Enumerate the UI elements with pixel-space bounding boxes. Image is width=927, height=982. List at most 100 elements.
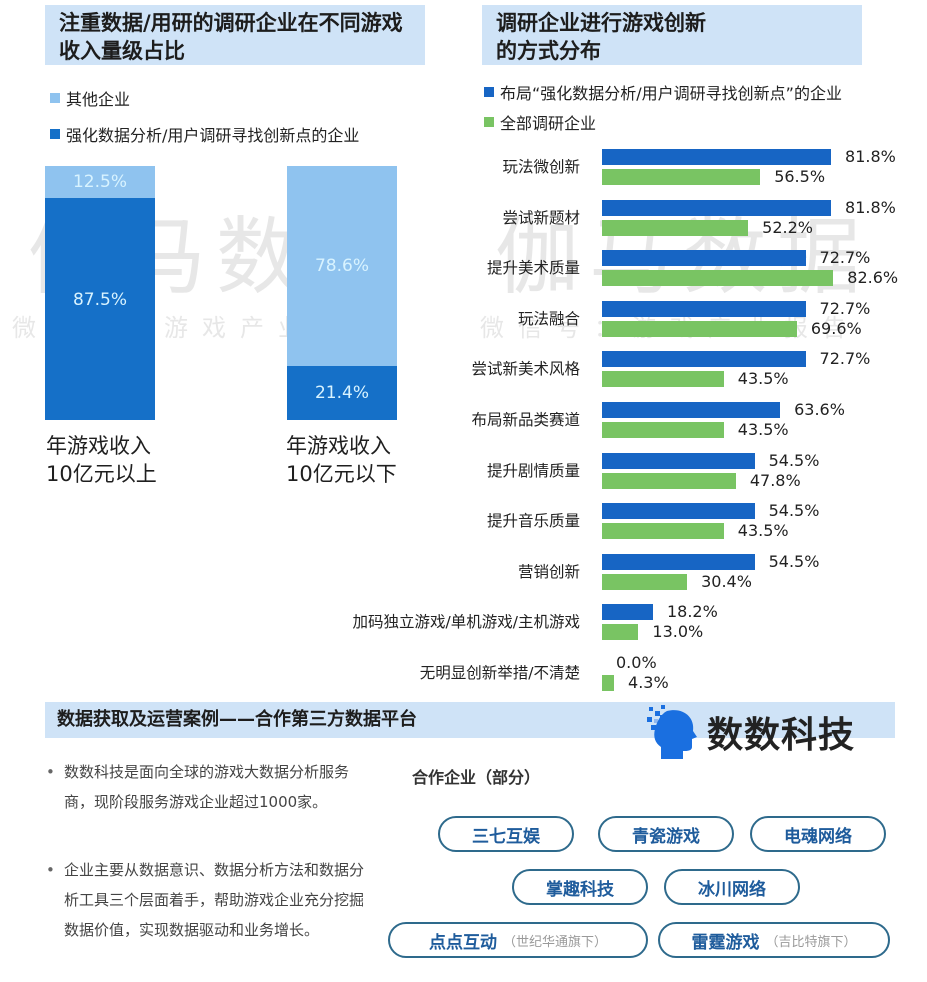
hbar-row: 无明显创新举措/不清楚 0.0% 4.3% bbox=[300, 652, 920, 696]
hbar-row: 提升美术质量 72.7% 82.6% bbox=[300, 247, 920, 291]
hbar-row: 布局新品类赛道 63.6% 43.5% bbox=[300, 399, 920, 443]
partner-pill: 雷霆游戏 （吉比特旗下） bbox=[658, 922, 890, 958]
right-chart-title: 调研企业进行游戏创新 的方式分布 bbox=[482, 5, 862, 65]
hbar-category-label: 尝试新美术风格 bbox=[471, 360, 580, 379]
value-label-focus: 72.7% bbox=[819, 248, 871, 268]
label-line: 年游戏收入 bbox=[46, 434, 151, 458]
partner-name: 青瓷游戏 bbox=[632, 826, 700, 847]
value-label-all: 43.5% bbox=[737, 369, 789, 389]
legend-label: 强化数据分析/用户调研寻找创新点的企业 bbox=[66, 126, 360, 145]
value-label-all: 52.2% bbox=[762, 217, 813, 237]
bar-all-enterprises bbox=[602, 472, 736, 489]
stacked-bar-above-1b: 12.5% 87.5% bbox=[45, 166, 155, 420]
bar-focus-enterprises bbox=[602, 300, 806, 317]
legend-item-other: 其他企业 bbox=[50, 86, 130, 110]
bar-all-enterprises bbox=[602, 624, 639, 641]
legend-item-all: 全部调研企业 bbox=[484, 110, 596, 134]
partner-name: 雷霆游戏 bbox=[691, 932, 760, 953]
value-label-focus: 72.7% bbox=[819, 349, 871, 369]
bar-focus-enterprises bbox=[602, 402, 781, 418]
legend-swatch-green bbox=[484, 117, 494, 127]
bar-all-enterprises bbox=[602, 675, 615, 691]
brand-logo: 数数科技 bbox=[645, 703, 855, 761]
bar-all-enterprises bbox=[602, 169, 761, 185]
bullet-point: 企业主要从数据意识、数据分析方法和数据分析工具三个层面着手，帮助游戏企业充分挖掘… bbox=[46, 855, 366, 945]
label-line: 10亿元以上 bbox=[46, 462, 157, 486]
bar-segment-focus: 21.4% bbox=[287, 366, 397, 420]
legend-swatch-blue bbox=[484, 87, 494, 97]
bar-category-label: 年游戏收入 10亿元以下 bbox=[286, 432, 426, 488]
legend-swatch-blue bbox=[50, 129, 60, 139]
partner-name: 掌趣科技 bbox=[546, 879, 614, 900]
hbar-category-label: 无明显创新举措/不清楚 bbox=[419, 664, 580, 682]
value-label-all: 47.8% bbox=[749, 470, 801, 490]
legend-label: 其他企业 bbox=[66, 90, 131, 109]
value-label-focus: 54.5% bbox=[768, 501, 820, 521]
hbar-row: 玩法融合 72.7% 69.6% bbox=[300, 298, 920, 342]
partner-parent: （世纪华通旗下） bbox=[502, 934, 607, 950]
hbar-category-label: 玩法融合 bbox=[517, 309, 580, 328]
partner-pill: 电魂网络 bbox=[750, 816, 886, 852]
bar-all-enterprises bbox=[602, 320, 797, 337]
hbar-row: 尝试新题材 81.8% 52.2% bbox=[300, 197, 920, 241]
value-label-all: 56.5% bbox=[774, 167, 826, 186]
partner-name: 三七互娱 bbox=[472, 826, 540, 847]
legend-item-focus: 布局“强化数据分析/用户调研寻找创新点”的企业 bbox=[484, 80, 842, 104]
label-line: 年游戏收入 bbox=[286, 434, 391, 458]
hbar-category-label: 提升美术质量 bbox=[486, 259, 580, 278]
value-label-focus: 81.8% bbox=[845, 197, 896, 217]
hbar-row: 提升剧情质量 54.5% 47.8% bbox=[300, 450, 920, 494]
partner-name: 冰川网络 bbox=[698, 879, 766, 900]
title-line: 的方式分布 bbox=[496, 39, 601, 63]
bar-all-enterprises bbox=[602, 523, 724, 540]
partner-pill: 点点互动 （世纪华通旗下） bbox=[388, 922, 648, 958]
bar-all-enterprises bbox=[602, 573, 688, 590]
hbar-row: 玩法微创新 81.8% 56.5% bbox=[300, 146, 920, 190]
hbar-category-label: 加码独立游戏/单机游戏/主机游戏 bbox=[352, 613, 580, 632]
brand-name: 数数科技 bbox=[707, 715, 856, 756]
bullet-point: 数数科技是面向全球的游戏大数据分析服务商，现阶段服务游戏企业超过1000家。 bbox=[46, 757, 366, 817]
bar-focus-enterprises bbox=[602, 199, 832, 216]
value-label-all: 43.5% bbox=[737, 521, 789, 541]
bar-focus-enterprises bbox=[602, 604, 653, 621]
legend-label: 布局“强化数据分析/用户调研寻找创新点”的企业 bbox=[500, 84, 842, 103]
partner-parent: （吉比特旗下） bbox=[765, 934, 857, 950]
bar-all-enterprises bbox=[602, 422, 724, 438]
partner-pill: 三七互娱 bbox=[438, 816, 574, 852]
legend-swatch-light-blue bbox=[50, 93, 60, 103]
value-label-focus: 63.6% bbox=[794, 400, 845, 419]
bar-segment-focus: 87.5% bbox=[45, 198, 155, 420]
hbar-category-label: 提升音乐质量 bbox=[486, 512, 580, 531]
left-chart-title: 注重数据/用研的调研企业在不同游戏收入量级占比 bbox=[45, 5, 425, 65]
value-label-all: 69.6% bbox=[810, 318, 862, 338]
hbar-category-label: 布局新品类赛道 bbox=[471, 411, 580, 429]
hbar-row: 加码独立游戏/单机游戏/主机游戏 18.2% 13.0% bbox=[300, 601, 920, 645]
hbar-category-label: 提升剧情质量 bbox=[486, 461, 580, 480]
value-label-focus: 72.7% bbox=[819, 298, 871, 318]
partner-pill: 掌趣科技 bbox=[512, 869, 648, 905]
bar-focus-enterprises bbox=[602, 351, 806, 368]
value-label-focus: 18.2% bbox=[666, 602, 718, 622]
bar-all-enterprises bbox=[602, 270, 834, 287]
partner-pill: 冰川网络 bbox=[664, 869, 800, 905]
hbar-row: 提升音乐质量 54.5% 43.5% bbox=[300, 500, 920, 544]
partner-name: 电魂网络 bbox=[784, 826, 852, 847]
label-line: 10亿元以下 bbox=[286, 462, 397, 486]
value-label-all: 43.5% bbox=[737, 420, 789, 439]
hbar-row: 营销创新 54.5% 30.4% bbox=[300, 551, 920, 595]
bar-focus-enterprises bbox=[602, 250, 806, 267]
value-label-all: 13.0% bbox=[652, 622, 704, 642]
value-label-focus: 54.5% bbox=[768, 551, 820, 571]
section-title: 数据获取及运营案例——合作第三方数据平台 bbox=[45, 702, 895, 738]
bar-focus-enterprises bbox=[602, 149, 832, 165]
title-line: 调研企业进行游戏创新 bbox=[496, 11, 706, 35]
stacked-bar-below-1b: 78.6% 21.4% bbox=[287, 166, 397, 420]
partner-name: 点点互动 bbox=[428, 932, 497, 953]
value-label-focus: 54.5% bbox=[768, 450, 820, 470]
bar-segment-other: 78.6% bbox=[287, 166, 397, 366]
hbar-row: 尝试新美术风格 72.7% 43.5% bbox=[300, 348, 920, 392]
hbar-category-label: 尝试新题材 bbox=[502, 208, 580, 227]
value-label-focus: 0.0% bbox=[616, 653, 657, 672]
legend-item-focus: 强化数据分析/用户调研寻找创新点的企业 bbox=[50, 122, 359, 146]
hbar-category-label: 玩法微创新 bbox=[502, 158, 580, 176]
